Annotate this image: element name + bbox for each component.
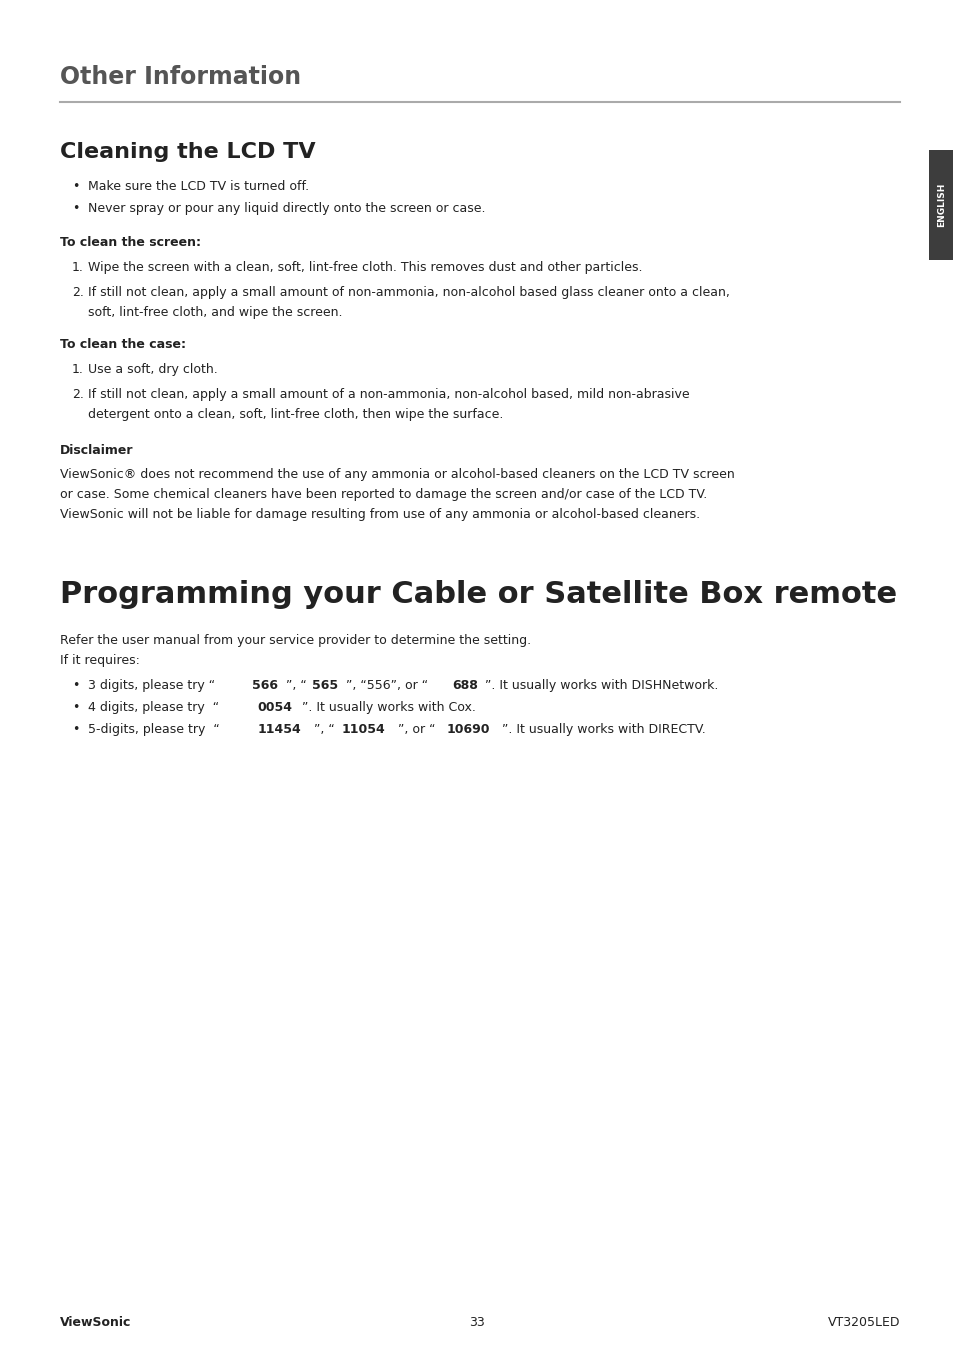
Text: ”. It usually works with Cox.: ”. It usually works with Cox. — [302, 701, 476, 714]
Text: To clean the case:: To clean the case: — [60, 338, 186, 350]
Text: 688: 688 — [452, 679, 477, 692]
Text: ”, “556”, or “: ”, “556”, or “ — [346, 679, 428, 692]
Text: soft, lint-free cloth, and wipe the screen.: soft, lint-free cloth, and wipe the scre… — [88, 306, 342, 319]
Text: 565: 565 — [312, 679, 338, 692]
Text: 1.: 1. — [71, 262, 84, 274]
Text: 4 digits, please try  “: 4 digits, please try “ — [88, 701, 219, 714]
Text: 10690: 10690 — [446, 723, 489, 736]
Text: ViewSonic: ViewSonic — [60, 1316, 132, 1329]
Text: •: • — [71, 701, 79, 714]
Text: 33: 33 — [469, 1316, 484, 1329]
Text: Never spray or pour any liquid directly onto the screen or case.: Never spray or pour any liquid directly … — [88, 202, 485, 214]
Text: If it requires:: If it requires: — [60, 654, 140, 667]
Text: ”, or “: ”, or “ — [397, 723, 435, 736]
Text: Disclaimer: Disclaimer — [60, 443, 133, 457]
Text: •: • — [71, 723, 79, 736]
Text: ViewSonic will not be liable for damage resulting from use of any ammonia or alc: ViewSonic will not be liable for damage … — [60, 508, 700, 520]
Text: or case. Some chemical cleaners have been reported to damage the screen and/or c: or case. Some chemical cleaners have bee… — [60, 488, 706, 501]
Text: Make sure the LCD TV is turned off.: Make sure the LCD TV is turned off. — [88, 181, 309, 193]
Text: To clean the screen:: To clean the screen: — [60, 236, 201, 249]
Text: 2.: 2. — [71, 286, 84, 299]
Text: Refer the user manual from your service provider to determine the setting.: Refer the user manual from your service … — [60, 634, 531, 647]
Text: ENGLISH: ENGLISH — [936, 183, 945, 228]
Text: ”. It usually works with DIRECTV.: ”. It usually works with DIRECTV. — [501, 723, 705, 736]
Text: ViewSonic® does not recommend the use of any ammonia or alcohol-based cleaners o: ViewSonic® does not recommend the use of… — [60, 468, 734, 481]
Text: Use a soft, dry cloth.: Use a soft, dry cloth. — [88, 363, 217, 376]
Text: 1.: 1. — [71, 363, 84, 376]
Text: If still not clean, apply a small amount of non-ammonia, non-alcohol based glass: If still not clean, apply a small amount… — [88, 286, 729, 299]
Text: 0054: 0054 — [257, 701, 292, 714]
FancyBboxPatch shape — [928, 150, 953, 260]
Text: ”. It usually works with DISHNetwork.: ”. It usually works with DISHNetwork. — [485, 679, 718, 692]
Text: 3 digits, please try “: 3 digits, please try “ — [88, 679, 214, 692]
Text: 11454: 11454 — [257, 723, 301, 736]
Text: If still not clean, apply a small amount of a non-ammonia, non-alcohol based, mi: If still not clean, apply a small amount… — [88, 388, 689, 400]
Text: •: • — [71, 679, 79, 692]
Text: Cleaning the LCD TV: Cleaning the LCD TV — [60, 142, 315, 162]
Text: 2.: 2. — [71, 388, 84, 400]
Text: •: • — [71, 181, 79, 193]
Text: Wipe the screen with a clean, soft, lint-free cloth. This removes dust and other: Wipe the screen with a clean, soft, lint… — [88, 262, 641, 274]
Text: detergent onto a clean, soft, lint-free cloth, then wipe the surface.: detergent onto a clean, soft, lint-free … — [88, 408, 503, 421]
Text: ”, “: ”, “ — [285, 679, 306, 692]
Text: 566: 566 — [252, 679, 277, 692]
Text: •: • — [71, 202, 79, 214]
Text: 11054: 11054 — [341, 723, 385, 736]
Text: ”, “: ”, “ — [314, 723, 335, 736]
Text: VT3205LED: VT3205LED — [826, 1316, 899, 1329]
Text: 5-digits, please try  “: 5-digits, please try “ — [88, 723, 219, 736]
Text: Other Information: Other Information — [60, 65, 301, 89]
Text: Programming your Cable or Satellite Box remote: Programming your Cable or Satellite Box … — [60, 580, 896, 609]
